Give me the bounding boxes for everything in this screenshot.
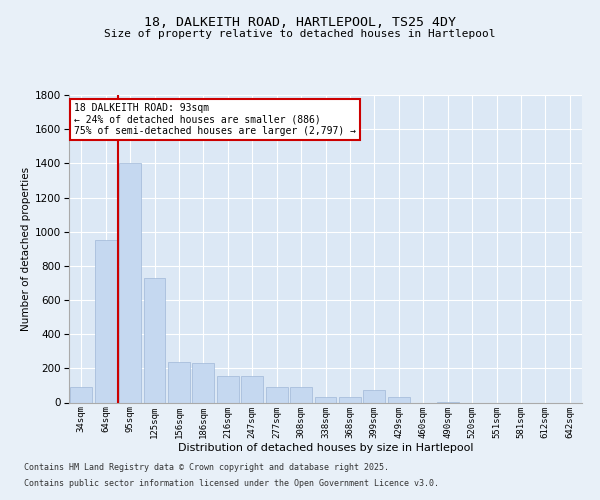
Bar <box>143 278 166 402</box>
Bar <box>266 387 287 402</box>
Bar <box>95 240 116 402</box>
Bar <box>339 398 361 402</box>
Bar <box>388 396 410 402</box>
Bar <box>314 396 337 402</box>
Bar <box>290 387 312 402</box>
X-axis label: Distribution of detached houses by size in Hartlepool: Distribution of detached houses by size … <box>178 443 473 453</box>
Bar <box>364 390 385 402</box>
Bar <box>241 376 263 402</box>
Bar <box>217 376 239 402</box>
Bar <box>168 362 190 403</box>
Text: 18, DALKEITH ROAD, HARTLEPOOL, TS25 4DY: 18, DALKEITH ROAD, HARTLEPOOL, TS25 4DY <box>144 16 456 29</box>
Text: Contains HM Land Registry data © Crown copyright and database right 2025.: Contains HM Land Registry data © Crown c… <box>24 464 389 472</box>
Bar <box>70 387 92 402</box>
Text: Size of property relative to detached houses in Hartlepool: Size of property relative to detached ho… <box>104 29 496 39</box>
Text: 18 DALKEITH ROAD: 93sqm
← 24% of detached houses are smaller (886)
75% of semi-d: 18 DALKEITH ROAD: 93sqm ← 24% of detache… <box>74 102 356 136</box>
Text: Contains public sector information licensed under the Open Government Licence v3: Contains public sector information licen… <box>24 478 439 488</box>
Y-axis label: Number of detached properties: Number of detached properties <box>21 166 31 331</box>
Bar <box>193 363 214 403</box>
Bar <box>119 164 141 402</box>
